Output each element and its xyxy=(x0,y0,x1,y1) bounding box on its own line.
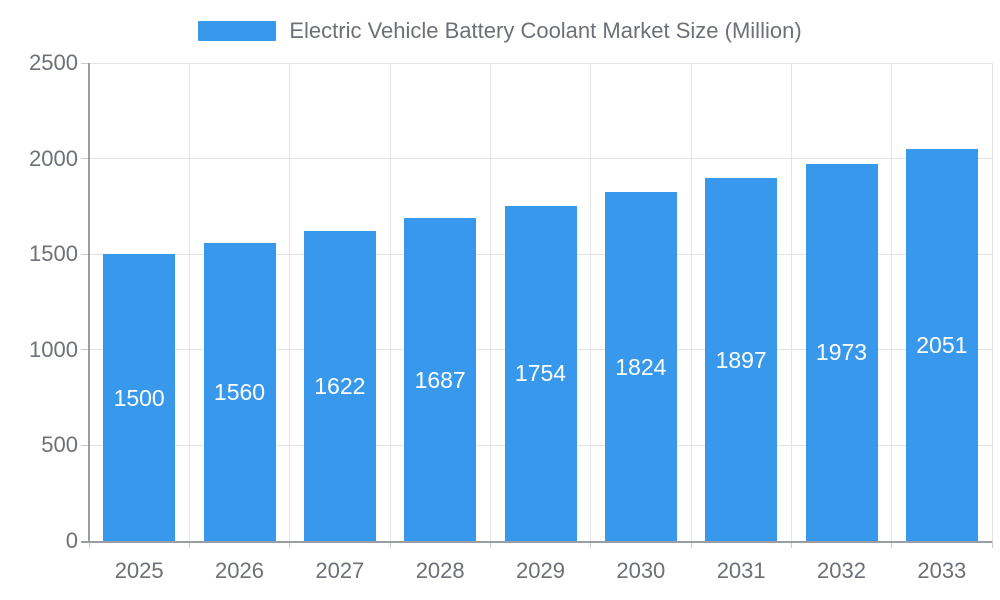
x-gridline xyxy=(489,63,491,541)
x-axis-label: 2032 xyxy=(817,558,866,583)
bar-value-label: 1824 xyxy=(615,353,667,380)
bar-value-label: 1687 xyxy=(414,366,466,393)
y-axis-label: 2500 xyxy=(29,50,78,75)
x-axis-label: 2031 xyxy=(716,558,766,583)
x-gridline xyxy=(790,63,792,541)
x-axis-tick xyxy=(289,541,291,548)
y-axis-label: 1500 xyxy=(29,241,78,267)
bar-value-label: 1622 xyxy=(314,372,366,399)
y-axis-label: 1000 xyxy=(29,336,78,362)
x-axis-line xyxy=(81,541,992,543)
y-gridline xyxy=(89,158,992,160)
bar-value-label: 1973 xyxy=(815,339,868,366)
bar-2029[interactable] xyxy=(504,205,577,541)
bar-2027[interactable] xyxy=(303,230,376,541)
x-gridline xyxy=(891,63,893,541)
x-axis-label: 2029 xyxy=(516,558,565,583)
legend-swatch xyxy=(198,21,277,41)
x-axis-label: 2030 xyxy=(616,558,666,583)
x-gridline xyxy=(690,63,692,541)
x-axis-tick xyxy=(690,541,692,548)
x-gridline xyxy=(991,63,993,541)
bar-2032[interactable] xyxy=(805,163,878,541)
y-axis-tick xyxy=(81,444,88,446)
y-gridline xyxy=(89,62,992,64)
y-axis-tick xyxy=(81,62,88,64)
x-axis-tick xyxy=(991,541,993,548)
legend-item[interactable]: Electric Vehicle Battery Coolant Market … xyxy=(0,18,1000,44)
bar-value-label: 2051 xyxy=(916,331,968,358)
x-axis-label: 2025 xyxy=(114,558,164,583)
x-axis-tick xyxy=(590,541,592,548)
x-gridline xyxy=(289,63,291,541)
x-axis-label: 2027 xyxy=(315,558,365,583)
y-axis-label: 0 xyxy=(65,528,78,553)
y-axis-tick xyxy=(81,158,88,160)
x-axis-label: 2033 xyxy=(917,558,967,583)
bar-2028[interactable] xyxy=(404,218,477,541)
x-axis-tick xyxy=(790,541,792,548)
bar-2030[interactable] xyxy=(604,192,677,541)
x-axis-label: 2026 xyxy=(215,558,264,583)
x-axis-tick xyxy=(88,541,90,548)
bar-value-label: 1560 xyxy=(213,378,266,405)
x-axis-tick xyxy=(489,541,491,548)
x-gridline xyxy=(590,63,592,541)
x-gridline xyxy=(389,63,391,541)
x-gridline xyxy=(188,63,190,541)
x-axis-tick xyxy=(891,541,893,548)
bar-2033[interactable] xyxy=(905,148,978,541)
y-axis-tick xyxy=(81,253,88,255)
x-axis-label: 2028 xyxy=(415,558,465,583)
bar-value-label: 1897 xyxy=(715,346,767,373)
bar-2026[interactable] xyxy=(203,242,276,541)
legend-label: Electric Vehicle Battery Coolant Market … xyxy=(289,18,802,43)
y-axis-label: 2000 xyxy=(29,145,78,171)
x-axis-tick xyxy=(188,541,190,548)
bar-value-label: 1500 xyxy=(113,384,165,411)
bar-value-label: 1754 xyxy=(514,360,567,387)
x-axis-tick xyxy=(389,541,391,548)
bar-2025[interactable] xyxy=(103,254,176,541)
bar-2031[interactable] xyxy=(705,178,778,541)
y-axis-line xyxy=(88,63,90,543)
y-axis-label: 500 xyxy=(41,432,78,458)
y-axis-tick xyxy=(81,349,88,351)
